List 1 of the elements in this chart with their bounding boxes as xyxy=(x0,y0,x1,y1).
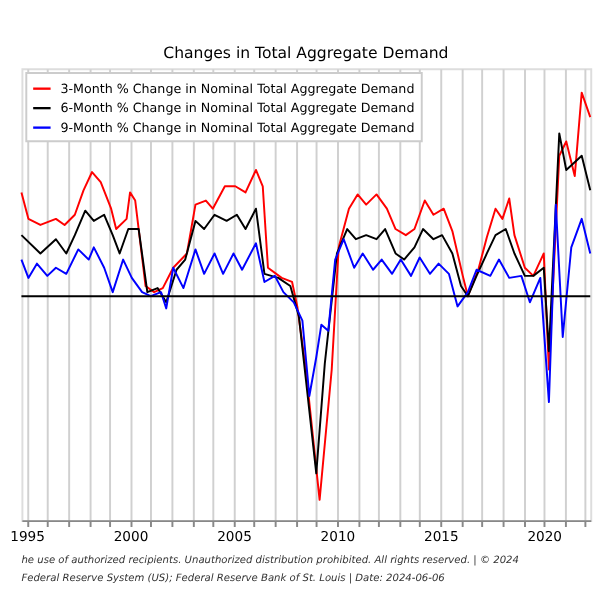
chart-title: Changes in Total Aggregate Demand xyxy=(163,44,449,63)
